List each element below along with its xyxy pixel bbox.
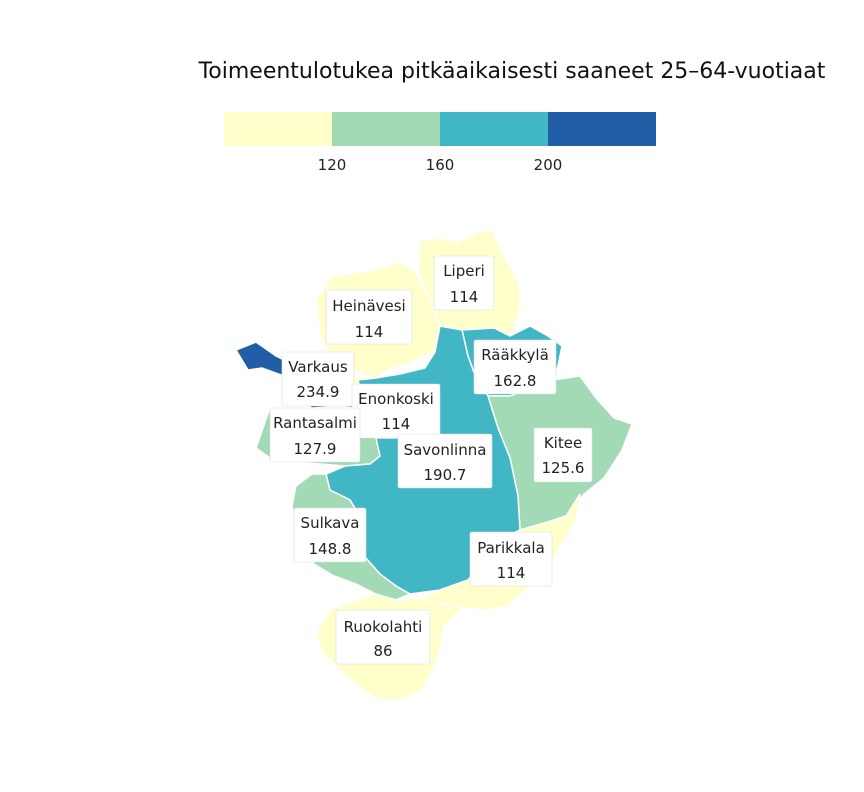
label-rantasalmi: Rantasalmi 127.9 [269, 407, 361, 463]
region-value: 148.8 [309, 540, 352, 558]
region-name: Savonlinna [404, 441, 487, 459]
legend: 120 160 200 [224, 112, 656, 174]
legend-swatch-0 [224, 112, 332, 146]
label-enonkoski: Enonkoski 114 [351, 383, 441, 439]
region-value: 86 [373, 642, 392, 660]
region-name: Varkaus [288, 358, 348, 376]
region-value: 114 [497, 564, 526, 582]
legend-tick-160: 160 [426, 156, 455, 174]
region-value: 114 [450, 288, 479, 306]
region-name: Rantasalmi [273, 414, 357, 432]
region-name: Ruokolahti [344, 618, 423, 636]
region-value: 114 [355, 323, 384, 341]
region-value: 125.6 [542, 459, 585, 477]
region-value: 127.9 [294, 440, 337, 458]
region-name: Sulkava [301, 514, 360, 532]
region-labels: Liperi 114 Heinävesi 114 Varkaus 234.9 R… [269, 255, 593, 665]
region-name: Heinävesi [332, 297, 405, 315]
label-parikkala: Parikkala 114 [469, 531, 553, 587]
region-value: 162.8 [494, 372, 537, 390]
region-value: 234.9 [297, 383, 340, 401]
region-name: Rääkkylä [481, 346, 549, 364]
legend-tick-120: 120 [318, 156, 347, 174]
region-name: Enonkoski [358, 390, 434, 408]
region-value: 114 [382, 415, 411, 433]
legend-swatch-2 [440, 112, 548, 146]
label-varkaus: Varkaus 234.9 [281, 351, 355, 407]
label-ruokolahti: Ruokolahti 86 [335, 609, 431, 665]
label-raakkyla: Rääkkylä 162.8 [473, 339, 557, 395]
region-name: Parikkala [477, 539, 545, 557]
region-name: Kitee [544, 434, 582, 452]
label-heinavesi: Heinävesi 114 [325, 289, 413, 345]
label-sulkava: Sulkava 148.8 [293, 507, 367, 563]
label-kitee: Kitee 125.6 [533, 427, 593, 483]
region-value: 190.7 [424, 466, 467, 484]
region-name: Liperi [443, 262, 485, 280]
label-liperi: Liperi 114 [433, 255, 495, 311]
legend-swatch-3 [548, 112, 656, 146]
label-savonlinna: Savonlinna 190.7 [397, 433, 493, 489]
legend-tick-200: 200 [534, 156, 563, 174]
map-title: Toimeentulotukea pitkäaikaisesti saaneet… [198, 59, 826, 84]
legend-swatch-1 [332, 112, 440, 146]
